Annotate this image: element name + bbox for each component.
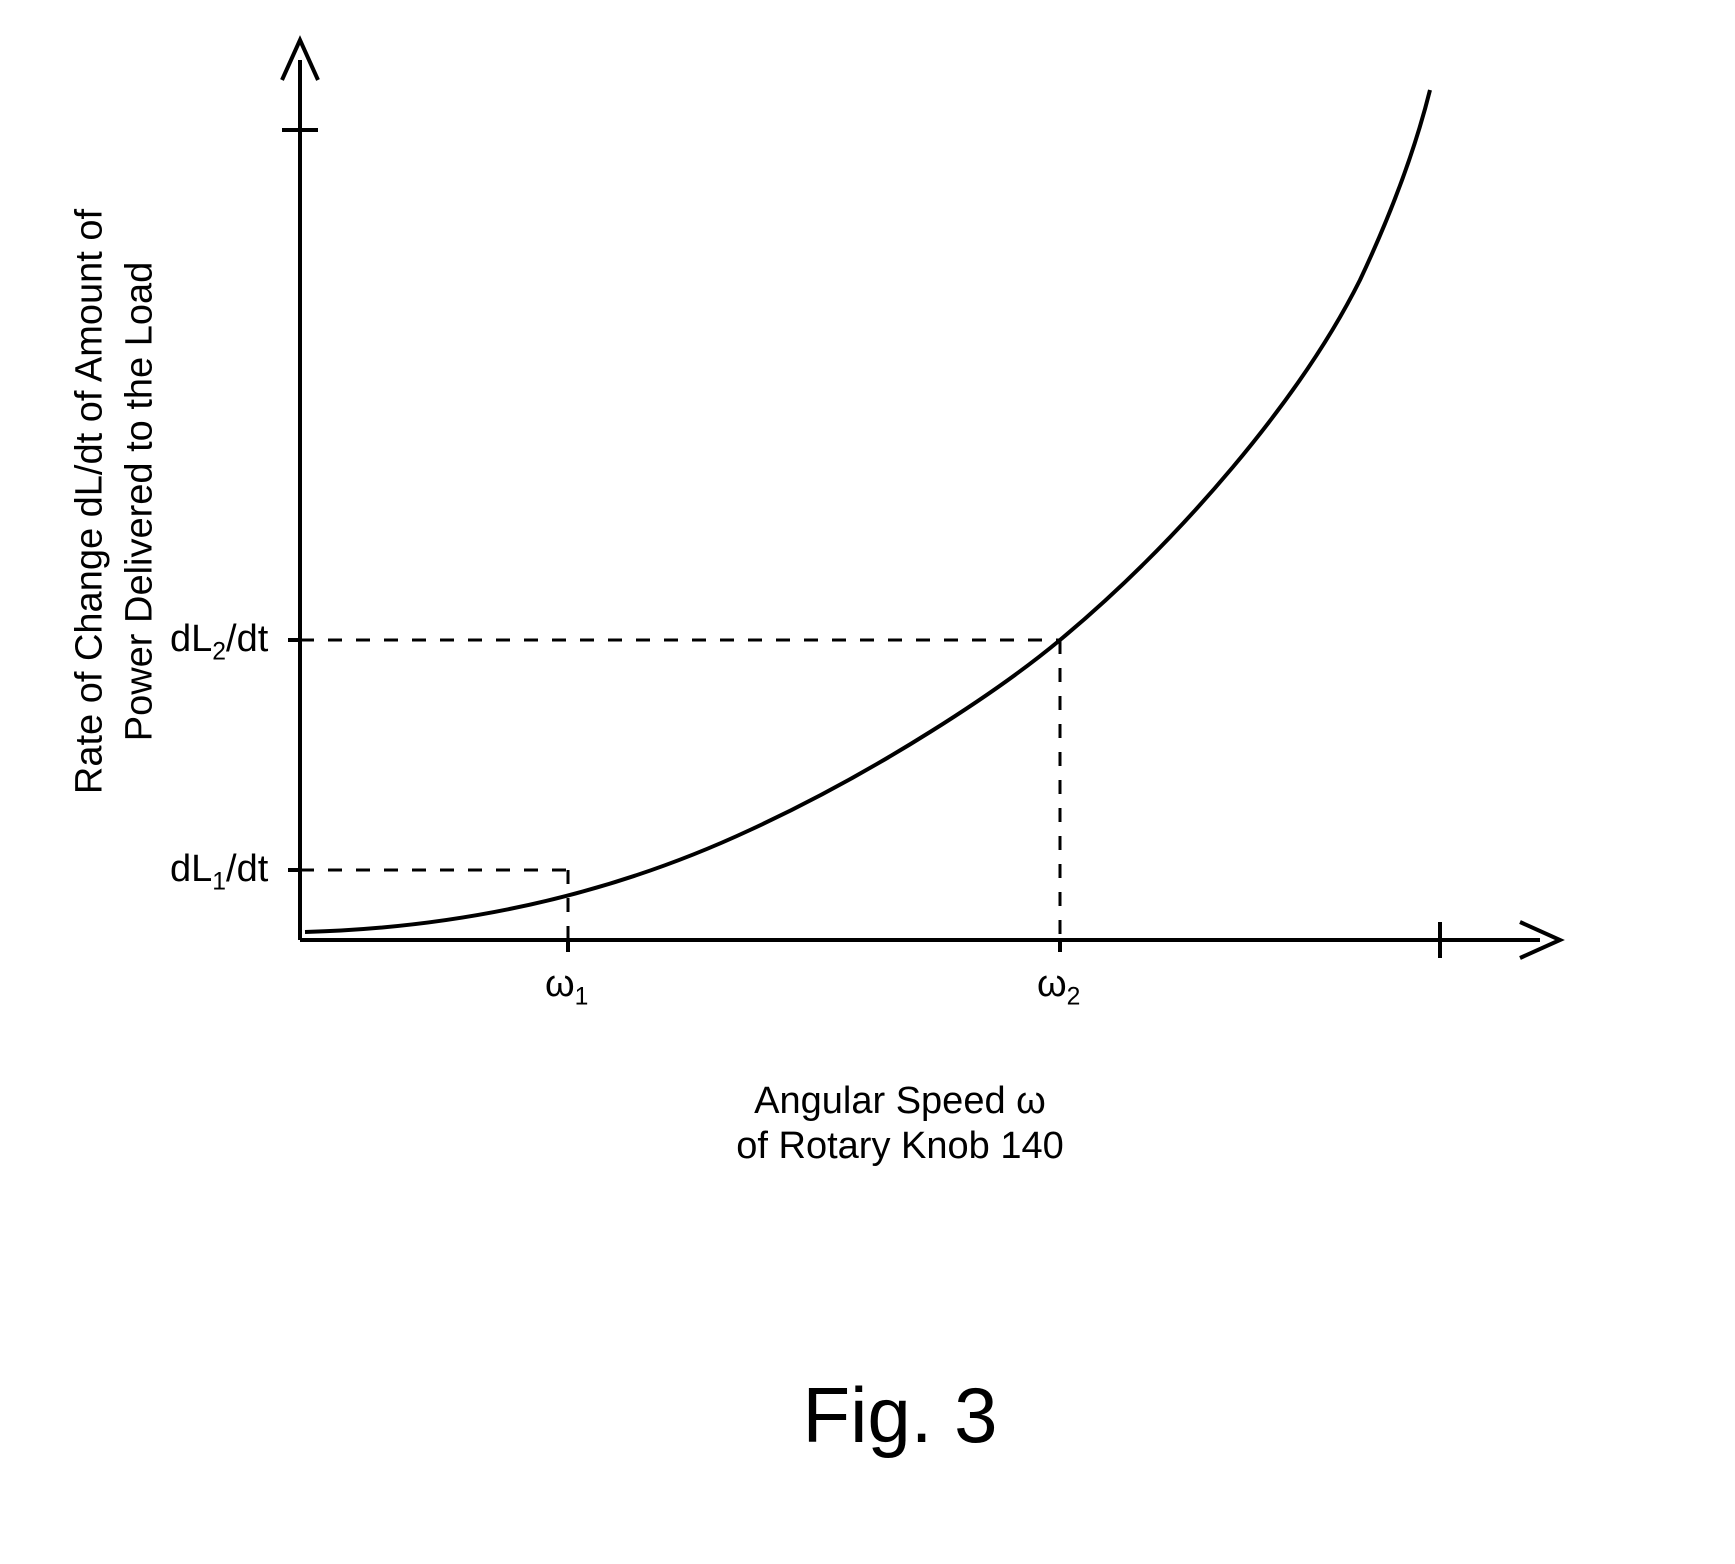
y-axis-label-line1: Rate of Change dL/dt of Amount of bbox=[69, 202, 112, 802]
x-tick2-sub: 2 bbox=[1067, 984, 1081, 1011]
x-axis-label-line2: of Rotary Knob 140 bbox=[650, 1125, 1150, 1168]
x-axis-label-line1: Angular Speed ω bbox=[650, 1080, 1150, 1123]
y-tick-label-1: dL1/dt bbox=[170, 848, 268, 891]
x-tick2-prefix: ω bbox=[1037, 963, 1067, 1005]
x-tick1-prefix: ω bbox=[545, 963, 575, 1005]
y-tick-label-2: dL2/dt bbox=[170, 618, 268, 661]
chart-svg bbox=[0, 0, 1735, 1564]
y-tick1-sub: 1 bbox=[212, 869, 226, 896]
x-tick-label-2: ω2 bbox=[1037, 963, 1080, 1006]
y-tick2-sub: 2 bbox=[212, 639, 226, 666]
chart-container: Rate of Change dL/dt of Amount of Power … bbox=[0, 0, 1735, 1564]
x-tick1-sub: 1 bbox=[575, 984, 589, 1011]
y-axis-label-line2: Power Delivered to the Load bbox=[119, 202, 162, 802]
y-tick2-prefix: dL bbox=[170, 618, 212, 660]
x-tick-label-1: ω1 bbox=[545, 963, 588, 1006]
y-tick1-prefix: dL bbox=[170, 848, 212, 890]
figure-label: Fig. 3 bbox=[700, 1370, 1100, 1461]
y-tick2-suffix: /dt bbox=[226, 618, 268, 660]
y-tick1-suffix: /dt bbox=[226, 848, 268, 890]
curve bbox=[305, 90, 1430, 932]
